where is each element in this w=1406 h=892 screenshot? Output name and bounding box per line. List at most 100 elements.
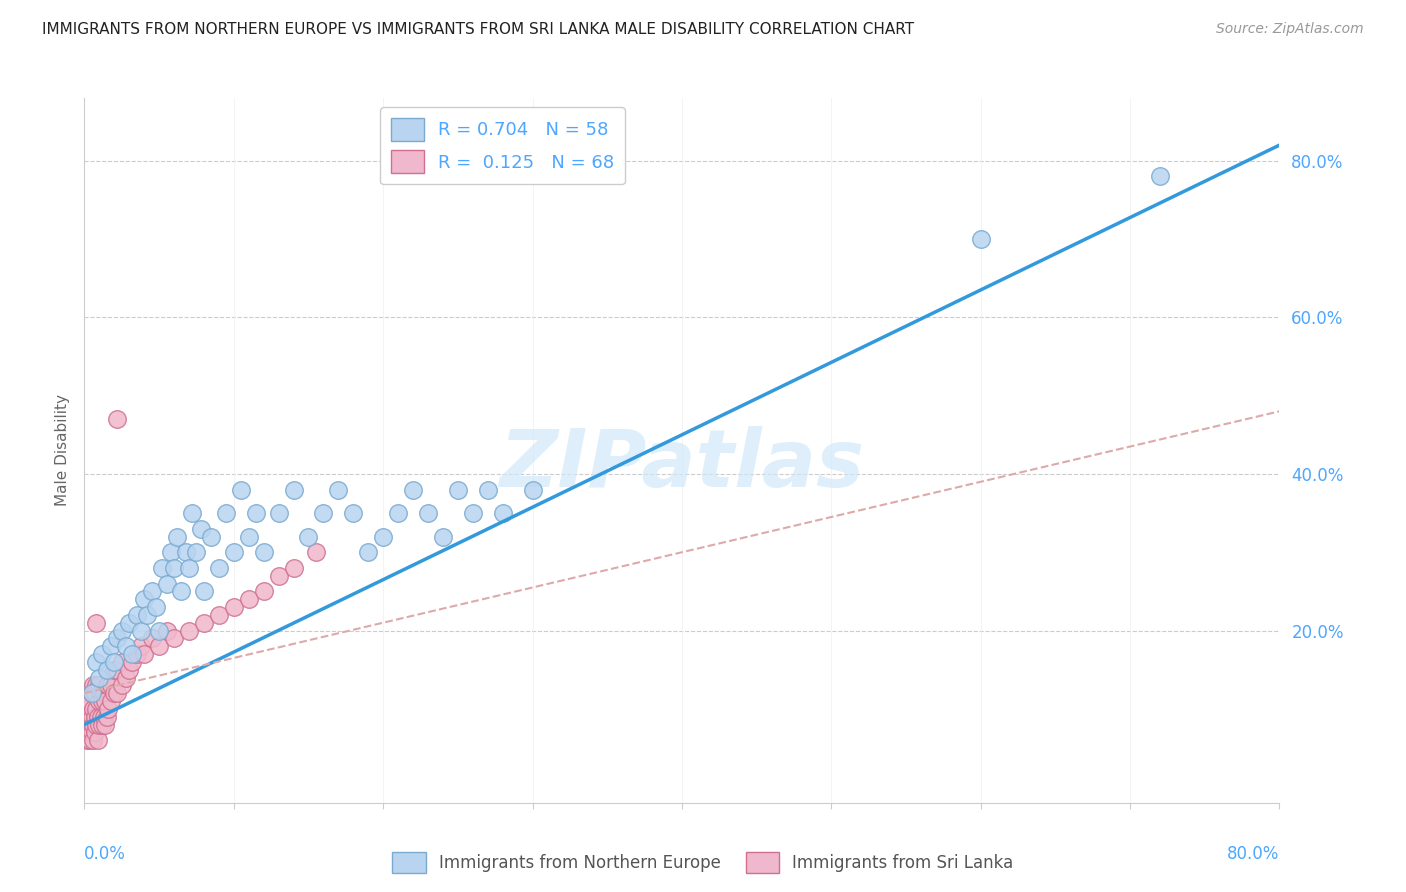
Point	[155, 576, 177, 591]
Point	[100, 639, 122, 653]
Point	[96, 709, 118, 723]
Point	[105, 412, 128, 426]
Point	[103, 663, 125, 677]
Point	[208, 561, 231, 575]
Point	[129, 639, 152, 653]
Point	[118, 615, 141, 630]
Point	[75, 717, 97, 731]
Point	[111, 678, 134, 692]
Point	[79, 694, 101, 708]
Point	[342, 506, 364, 520]
Point	[86, 615, 108, 630]
Point	[231, 483, 253, 497]
Point	[100, 694, 122, 708]
Point	[125, 607, 148, 622]
Point	[132, 592, 156, 607]
Point	[82, 717, 104, 731]
Point	[100, 678, 122, 692]
Point	[357, 545, 380, 559]
Point	[89, 717, 111, 731]
Point	[186, 545, 208, 559]
Point	[93, 709, 115, 723]
Point	[86, 702, 108, 716]
Text: IMMIGRANTS FROM NORTHERN EUROPE VS IMMIGRANTS FROM SRI LANKA MALE DISABILITY COR: IMMIGRANTS FROM NORTHERN EUROPE VS IMMIG…	[42, 22, 914, 37]
Point	[328, 483, 350, 497]
Point	[129, 624, 152, 638]
Point	[80, 725, 103, 739]
Point	[215, 506, 238, 520]
Point	[89, 678, 111, 692]
Point	[447, 483, 470, 497]
Text: 80.0%: 80.0%	[1227, 845, 1279, 863]
Point	[177, 624, 200, 638]
Point	[166, 530, 188, 544]
Point	[96, 678, 118, 692]
Point	[97, 678, 120, 692]
Point	[200, 530, 222, 544]
Point	[97, 702, 120, 716]
Point	[77, 686, 100, 700]
Point	[105, 686, 128, 700]
Point	[91, 647, 114, 661]
Point	[90, 709, 112, 723]
Point	[245, 506, 267, 520]
Point	[79, 717, 101, 731]
Point	[96, 663, 118, 677]
Point	[150, 561, 173, 575]
Point	[82, 678, 104, 692]
Point	[103, 655, 125, 669]
Point	[76, 733, 98, 747]
Point	[174, 545, 197, 559]
Point	[91, 717, 114, 731]
Legend: R = 0.704   N = 58, R =  0.125   N = 68: R = 0.704 N = 58, R = 0.125 N = 68	[380, 107, 626, 185]
Point	[87, 733, 110, 747]
Point	[177, 561, 200, 575]
Point	[297, 530, 319, 544]
Point	[105, 663, 128, 677]
Point	[89, 694, 111, 708]
Point	[190, 522, 212, 536]
Point	[83, 725, 105, 739]
Point	[522, 483, 544, 497]
Text: ZIPatlas: ZIPatlas	[499, 425, 865, 504]
Point	[416, 506, 439, 520]
Point	[283, 561, 305, 575]
Point	[118, 663, 141, 677]
Point	[148, 639, 170, 653]
Point	[111, 624, 134, 638]
Point	[193, 615, 215, 630]
Point	[94, 694, 117, 708]
Point	[86, 655, 108, 669]
Point	[86, 717, 108, 731]
Point	[82, 702, 104, 716]
Point	[1149, 169, 1171, 184]
Point	[461, 506, 484, 520]
Point	[267, 506, 290, 520]
Point	[305, 545, 328, 559]
Point	[90, 686, 112, 700]
Point	[136, 607, 159, 622]
Point	[145, 600, 167, 615]
Point	[80, 709, 103, 723]
Text: 0.0%: 0.0%	[84, 845, 127, 863]
Point	[121, 647, 143, 661]
Point	[141, 632, 163, 646]
Point	[238, 592, 260, 607]
Point	[155, 624, 177, 638]
Point	[148, 624, 170, 638]
Point	[222, 545, 245, 559]
Point	[312, 506, 335, 520]
Point	[373, 530, 395, 544]
Point	[477, 483, 499, 497]
Point	[132, 647, 156, 661]
Point	[103, 686, 125, 700]
Text: Source: ZipAtlas.com: Source: ZipAtlas.com	[1216, 22, 1364, 37]
Y-axis label: Male Disability: Male Disability	[55, 394, 70, 507]
Point	[141, 584, 163, 599]
Legend: Immigrants from Northern Europe, Immigrants from Sri Lanka: Immigrants from Northern Europe, Immigra…	[385, 846, 1021, 880]
Point	[283, 483, 305, 497]
Point	[163, 632, 186, 646]
Point	[105, 632, 128, 646]
Point	[77, 725, 100, 739]
Point	[253, 584, 276, 599]
